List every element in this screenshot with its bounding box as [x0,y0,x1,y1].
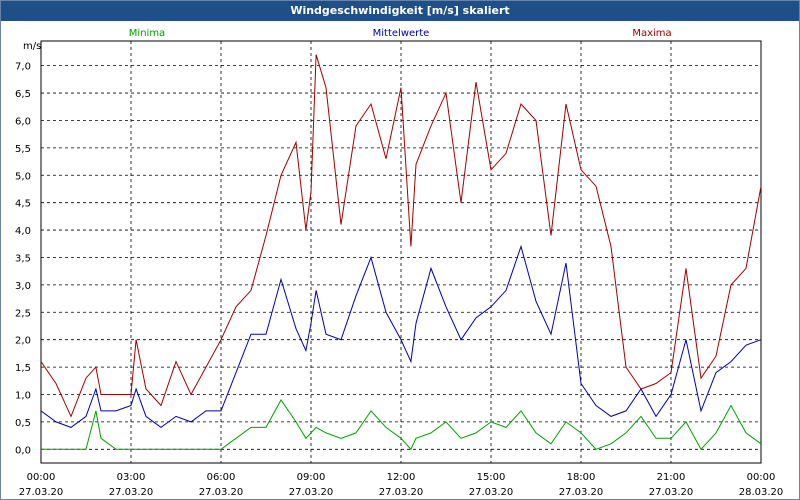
y-tick-label: 0,0 [15,445,31,456]
y-tick-label: 7,0 [15,62,31,73]
y-tick-label: 1,0 [15,390,31,401]
x-tick-date: 28.03.20 [739,487,784,498]
x-tick-time: 09:00 [297,472,326,483]
legend-entry-maxima: Maxima [632,28,671,39]
x-tick-time: 00:00 [747,472,776,483]
y-tick-label: 4,0 [15,226,31,237]
y-axis-unit: m/s [23,41,41,52]
y-tick-label: 5,5 [15,144,31,155]
y-tick-label: 5,0 [15,171,31,182]
x-tick-time: 03:00 [117,472,146,483]
x-tick-time: 15:00 [477,472,506,483]
y-tick-label: 3,5 [15,253,31,264]
x-tick-time: 06:00 [207,472,236,483]
y-tick-label: 4,5 [15,199,31,210]
x-axis: 00:00 27.03.20 03:00 27.03.20 06:00 27.03.20 0… [19,472,784,498]
series-line-mittelwerte [40,244,762,429]
x-tick-date: 27.03.20 [109,487,154,498]
x-tick-time: 00:00 [27,472,56,483]
y-tick-label: 6,5 [15,89,31,100]
grid [40,41,762,463]
x-tick-time: 21:00 [657,472,686,483]
y-tick-label: 0,5 [15,418,31,429]
x-tick-date: 27.03.20 [199,487,244,498]
chart-canvas: m/s 0,0 0,5 1,0 1,5 2,0 2,5 3,0 3,5 4,0 4,5 5,0 5,5 6… [15,28,784,498]
x-tick-time: 18:00 [567,472,596,483]
legend: Minima Mittelwerte Maxima [129,28,672,39]
x-tick-date: 27.03.20 [379,487,424,498]
series-layer [40,54,762,451]
x-tick-date: 27.03.20 [289,487,334,498]
y-axis: m/s 0,0 0,5 1,0 1,5 2,0 2,5 3,0 3,5 4,0 4,5 5,0 5,5 6… [15,41,41,456]
x-tick-time: 12:00 [387,472,416,483]
x-tick-date: 27.03.20 [559,487,604,498]
series-line-minima [41,399,762,451]
legend-entry-minima: Minima [129,28,165,39]
plot-border [40,40,762,464]
x-tick-date: 27.03.20 [19,487,64,498]
series-line-maxima [40,54,762,418]
chart-title: Windgeschwindigkeit [m/s] skaliert [1,1,799,21]
legend-entry-mittelwerte: Mittelwerte [373,28,430,39]
x-tick-date: 27.03.20 [649,487,694,498]
y-tick-label: 6,0 [15,116,31,127]
y-tick-label: 3,0 [15,281,31,292]
y-tick-label: 2,0 [15,336,31,347]
y-tick-label: 1,5 [15,363,31,374]
y-tick-label: 2,5 [15,308,31,319]
x-tick-date: 27.03.20 [469,487,514,498]
